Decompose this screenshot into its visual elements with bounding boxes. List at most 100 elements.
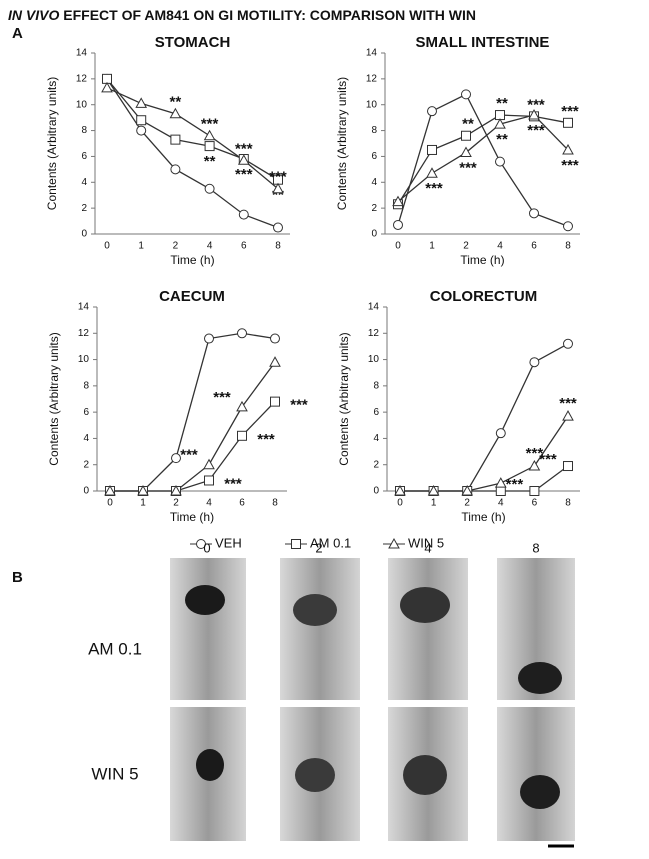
series-line	[397, 114, 569, 205]
marker	[392, 195, 404, 207]
legend-label: VEH	[215, 535, 242, 550]
column-label: 2	[315, 540, 322, 555]
x-tick-label: 2	[463, 241, 469, 252]
significance-mark: ***	[561, 157, 579, 174]
x-tick-label: 6	[531, 241, 537, 252]
y-tick-label: 4	[81, 177, 87, 188]
y-axis-label: Contents (Arbitrary units)	[45, 77, 59, 210]
marker	[494, 477, 507, 488]
marker	[237, 154, 250, 165]
marker	[529, 486, 540, 496]
marker	[562, 410, 574, 421]
x-tick-label: 2	[173, 498, 179, 509]
marker	[563, 338, 573, 349]
column-label: 4	[424, 540, 431, 555]
significance-mark: ***	[201, 116, 219, 133]
x-tick-label: 6	[241, 241, 247, 252]
xray-image	[497, 707, 575, 841]
significance-mark: ***	[559, 395, 577, 412]
chart-title: COLORECTUM	[430, 288, 538, 305]
significance-mark: ***	[526, 445, 544, 462]
marker	[494, 118, 506, 129]
legend-label: WIN 5	[408, 535, 444, 550]
x-axis-label: Time (h)	[460, 253, 504, 267]
xray-image	[170, 558, 246, 700]
significance-mark: ***	[257, 431, 275, 448]
y-tick-label: 10	[78, 354, 90, 365]
contrast-blob	[295, 758, 335, 792]
marker	[460, 146, 472, 158]
y-tick-label: 4	[83, 433, 89, 444]
marker	[427, 144, 437, 155]
contrast-blob	[293, 594, 337, 626]
significance-mark: ***	[224, 475, 242, 492]
x-tick-label: 1	[431, 498, 437, 509]
chart-title: SMALL INTESTINE	[416, 34, 550, 51]
marker	[236, 400, 248, 412]
y-tick-label: 4	[373, 433, 379, 444]
y-tick-label: 12	[78, 328, 90, 339]
y-tick-label: 14	[366, 48, 378, 59]
significance-mark: ***	[180, 447, 198, 464]
marker	[495, 486, 506, 496]
marker	[563, 221, 573, 232]
x-tick-label: 4	[497, 241, 503, 252]
marker	[461, 130, 471, 141]
marker	[171, 453, 181, 464]
significance-mark: **	[272, 187, 284, 204]
series-line	[400, 415, 569, 492]
significance-mark: ***	[213, 389, 231, 406]
y-tick-label: 6	[373, 407, 379, 418]
x-tick-label: 0	[397, 498, 403, 509]
row-label: AM 0.1	[88, 639, 142, 658]
significance-mark: ***	[527, 122, 545, 139]
y-tick-label: 14	[76, 48, 88, 59]
x-tick-label: 0	[104, 241, 110, 252]
significance-mark: **	[462, 116, 474, 133]
x-axis-label: Time (h)	[170, 253, 214, 267]
x-tick-label: 2	[464, 498, 470, 509]
row-label: WIN 5	[91, 764, 138, 783]
x-tick-label: 2	[173, 241, 179, 252]
title-italic: IN VIVO	[8, 7, 59, 23]
significance-mark: ***	[269, 169, 287, 186]
panel-label: A	[12, 25, 23, 42]
marker	[101, 81, 113, 93]
y-tick-label: 12	[76, 73, 88, 84]
series-line	[106, 78, 279, 229]
y-axis-label: Contents (Arbitrary units)	[337, 332, 351, 465]
significance-mark: ***	[539, 451, 557, 468]
x-tick-label: 8	[565, 241, 571, 252]
marker	[273, 222, 283, 233]
legend-label: AM 0.1	[310, 535, 351, 550]
y-tick-label: 2	[371, 203, 377, 214]
marker	[170, 134, 181, 145]
contrast-blob	[196, 749, 224, 781]
y-tick-label: 14	[368, 302, 380, 313]
marker	[563, 117, 573, 128]
marker	[461, 484, 474, 496]
chart-title: CAECUM	[159, 288, 225, 305]
x-tick-label: 0	[107, 498, 113, 509]
x-tick-label: 8	[275, 241, 281, 252]
significance-mark: ***	[425, 180, 443, 197]
marker	[427, 484, 440, 496]
marker	[394, 484, 406, 496]
panel-label: B	[12, 569, 23, 586]
y-tick-label: 6	[371, 151, 377, 162]
y-tick-label: 10	[368, 354, 380, 365]
y-tick-label: 6	[81, 151, 87, 162]
marker	[204, 183, 215, 194]
column-label: 8	[532, 540, 539, 555]
title-rest: EFFECT OF AM841 ON GI MOTILITY: COMPARIS…	[63, 7, 476, 23]
series-line	[397, 114, 569, 203]
marker	[169, 107, 182, 119]
x-tick-label: 8	[272, 498, 278, 509]
marker	[238, 209, 249, 220]
y-tick-label: 8	[373, 380, 379, 391]
chart-title: STOMACH	[155, 34, 231, 51]
y-tick-label: 0	[371, 229, 377, 240]
xray-image	[388, 558, 468, 700]
